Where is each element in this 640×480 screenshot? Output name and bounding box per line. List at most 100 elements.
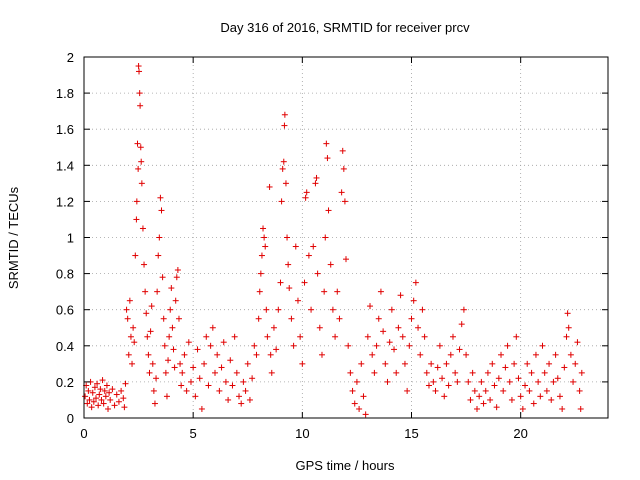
x-tick-label: 20 (513, 426, 527, 441)
data-point (238, 400, 245, 407)
data-point (541, 369, 548, 376)
data-point (231, 333, 238, 340)
data-point (255, 315, 262, 322)
data-point (377, 288, 384, 295)
data-point (111, 402, 118, 409)
data-point (537, 393, 544, 400)
data-point (95, 402, 102, 409)
data-point (136, 68, 143, 75)
data-point (127, 333, 134, 340)
data-point (277, 279, 284, 286)
data-point (137, 144, 144, 151)
data-point (275, 306, 282, 313)
data-point (487, 396, 494, 403)
data-point (123, 306, 130, 313)
data-point (136, 90, 143, 97)
data-point (258, 252, 265, 259)
data-point (308, 306, 315, 313)
data-point (214, 351, 221, 358)
data-point (408, 315, 415, 322)
data-point (125, 351, 132, 358)
data-point (113, 391, 120, 398)
data-point (401, 360, 408, 367)
data-point (280, 158, 287, 165)
data-point (574, 339, 581, 346)
y-tick-label: 0 (67, 411, 74, 426)
data-point (260, 225, 267, 232)
data-point (89, 389, 96, 396)
data-point (286, 285, 293, 292)
data-point (491, 382, 498, 389)
data-point (143, 310, 150, 317)
data-point (552, 351, 559, 358)
data-point (474, 405, 480, 412)
data-point (362, 411, 369, 418)
data-point (253, 351, 260, 358)
data-point (556, 393, 563, 400)
data-point (135, 165, 142, 172)
data-point (163, 393, 170, 400)
data-point (345, 342, 352, 349)
data-point (162, 369, 169, 376)
data-point (155, 252, 162, 259)
y-axis-label: SRMTID / TECUs (6, 186, 21, 289)
data-point (312, 180, 319, 187)
data-point (476, 393, 483, 400)
data-point (399, 333, 406, 340)
data-point (343, 256, 349, 263)
data-point (96, 391, 103, 398)
data-point (130, 324, 137, 331)
x-tick-label: 15 (404, 426, 418, 441)
data-point (511, 360, 518, 367)
data-point (284, 234, 291, 241)
data-point (209, 324, 216, 331)
data-point (229, 382, 236, 389)
data-point (281, 111, 288, 118)
data-point (124, 315, 131, 322)
data-point (169, 324, 176, 331)
data-point (371, 369, 378, 376)
data-point (109, 386, 116, 393)
data-point (290, 342, 297, 349)
data-point (257, 270, 264, 277)
data-point (172, 297, 179, 304)
data-point (578, 369, 585, 376)
data-point (325, 207, 332, 214)
data-point (282, 180, 289, 187)
data-point (493, 404, 500, 411)
data-points (82, 63, 585, 418)
x-tick-label: 0 (80, 426, 87, 441)
data-point (336, 315, 343, 322)
data-point (460, 306, 467, 313)
data-point (181, 351, 188, 358)
data-point (98, 396, 105, 403)
data-point (205, 382, 212, 389)
data-point (106, 389, 113, 396)
data-point (548, 396, 555, 403)
data-point (268, 369, 275, 376)
data-point (147, 328, 154, 335)
data-point (340, 165, 347, 172)
data-point (419, 306, 426, 313)
data-point (546, 360, 553, 367)
data-point (412, 279, 419, 286)
data-point (159, 274, 166, 281)
data-point (149, 360, 156, 367)
data-point (471, 387, 478, 394)
data-point (173, 274, 180, 281)
data-point (161, 342, 168, 349)
data-point (246, 396, 253, 403)
data-point (417, 351, 424, 358)
data-point (141, 261, 148, 268)
data-point (150, 387, 157, 394)
data-point (185, 339, 192, 346)
data-point (145, 351, 152, 358)
data-point (310, 243, 317, 250)
data-point (179, 369, 186, 376)
data-point (347, 369, 354, 376)
data-point (489, 360, 496, 367)
data-point (524, 360, 531, 367)
data-point (166, 333, 173, 340)
data-point (452, 369, 459, 376)
